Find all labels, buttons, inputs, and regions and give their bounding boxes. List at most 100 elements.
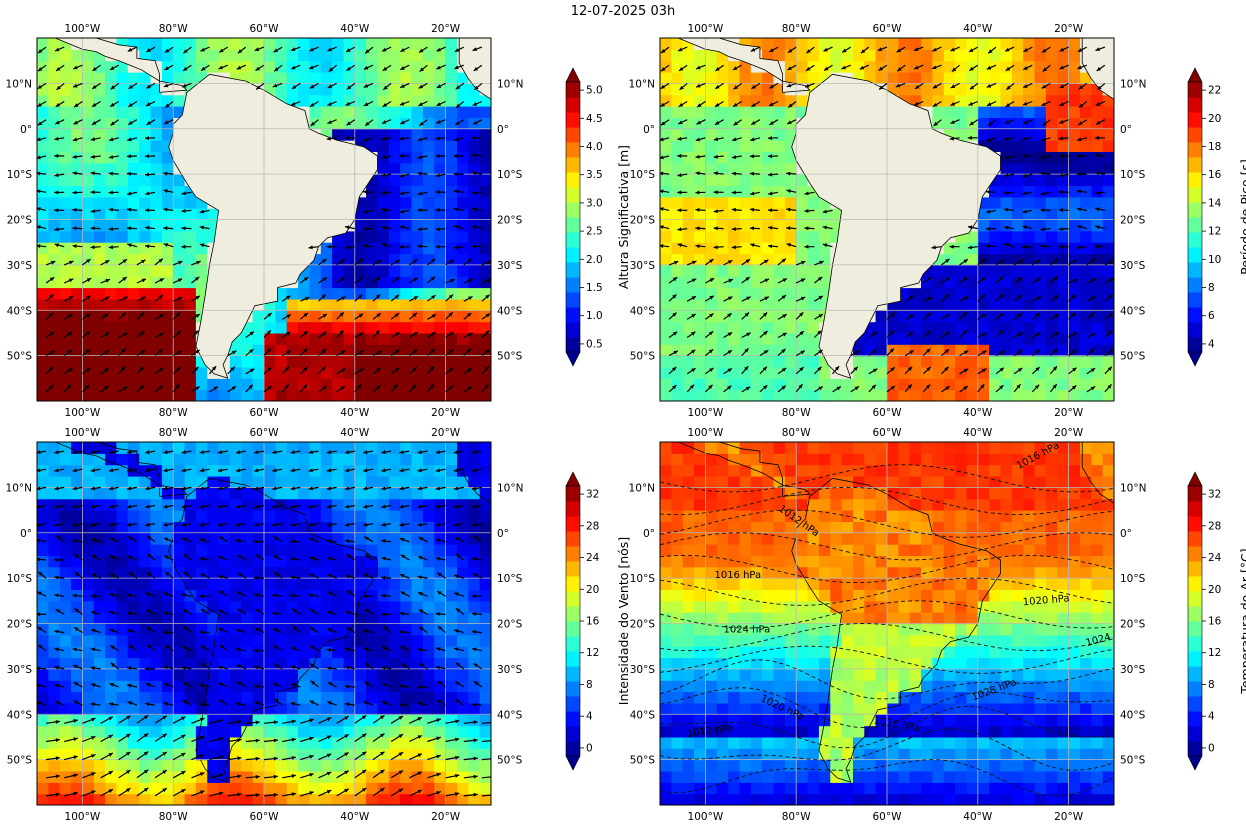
vector-arrow-head <box>273 774 278 779</box>
lat-tick-label-left: 10°S <box>630 573 656 585</box>
vector-arrow-head <box>183 571 188 576</box>
colorbar-segment <box>1188 591 1202 607</box>
vector-arrow-head <box>395 260 400 264</box>
lon-tick-label-top: 40°W <box>340 427 370 439</box>
vector-arrow-head <box>38 67 43 72</box>
vector-arrow-head <box>417 735 422 739</box>
colorbar-tick-label: 4 <box>1208 338 1215 350</box>
vector-arrow-head <box>218 773 224 778</box>
vector-arrow-head <box>895 83 901 88</box>
vector-arrow-head <box>143 769 149 774</box>
vector-arrow-head <box>326 648 331 652</box>
vector-arrow-head <box>471 135 476 140</box>
vector-arrow-head <box>411 384 417 389</box>
vector-arrow-head <box>37 171 41 176</box>
vector-arrow-head <box>143 715 149 720</box>
vector-arrow-head <box>1023 84 1028 88</box>
south-america-coast <box>168 73 378 379</box>
vector-arrow-head <box>163 592 169 597</box>
vector-arrow-head <box>163 226 168 231</box>
vector-arrow-head <box>679 67 684 71</box>
vector-arrow-head <box>284 384 289 389</box>
vector-arrow-head <box>437 699 442 704</box>
vector-arrow-head <box>345 504 350 509</box>
vector-arrow-head <box>272 522 277 527</box>
vector-arrow-head <box>108 171 113 176</box>
vector-arrow-head <box>127 468 132 473</box>
vector-arrow-head <box>1054 332 1059 336</box>
vector-arrow-head <box>345 647 350 652</box>
vector-arrow-head <box>73 700 78 705</box>
vector-arrow-head <box>181 244 186 249</box>
vector-arrow-head <box>375 330 380 335</box>
vector-arrow-head <box>363 226 367 231</box>
vector-arrow-head <box>326 468 332 473</box>
vector-arrow-head <box>999 385 1004 390</box>
vector-arrow-head <box>108 702 114 707</box>
vector-arrow-head <box>68 314 73 318</box>
vector-arrow-head <box>417 504 422 509</box>
colorbar-segment <box>566 741 580 757</box>
vector-arrow-head <box>72 207 77 212</box>
vector-arrow-head <box>1059 65 1064 70</box>
vector-arrow-head <box>194 330 199 335</box>
vector-arrow-head <box>309 700 315 705</box>
vector-arrow-head <box>382 646 387 651</box>
lat-tick-label-left: 10°N <box>6 78 32 90</box>
vector-arrow-head <box>72 468 77 473</box>
vector-arrow-head <box>326 486 332 491</box>
vector-arrow-head <box>326 244 331 249</box>
vector-arrow-head <box>305 296 310 301</box>
vector-arrow-head <box>201 663 206 667</box>
vector-arrow-head <box>273 756 278 761</box>
vector-arrow-head <box>981 258 986 263</box>
lon-tick-label-top: 20°W <box>1054 427 1084 439</box>
vector-arrow-head <box>181 450 186 455</box>
vector-arrow-head <box>455 553 461 558</box>
vector-arrow-head <box>68 368 73 373</box>
vector-arrow-head <box>327 682 333 686</box>
vector-arrow-head <box>1017 313 1022 318</box>
vector-arrow-head <box>363 65 369 70</box>
vector-arrow-head <box>66 384 72 389</box>
vector-arrow-head <box>399 504 404 509</box>
colorbar-segment <box>1188 262 1202 278</box>
vector-arrow-head <box>768 244 773 249</box>
vector-arrow-head <box>236 65 242 70</box>
vector-arrow-head <box>237 572 242 577</box>
vector-arrow-head <box>145 504 150 509</box>
vector-arrow-head <box>436 102 441 106</box>
vector-arrow-head <box>236 504 241 509</box>
vector-arrow-head <box>691 368 696 373</box>
vector-arrow-head <box>183 49 188 54</box>
vector-arrow-head <box>674 260 679 265</box>
vector-arrow-head <box>1016 384 1021 389</box>
vector-arrow-head <box>769 48 774 52</box>
vector-arrow-head <box>122 386 128 391</box>
colorbar-segment <box>566 726 580 742</box>
vector-arrow-head <box>733 121 738 126</box>
vector-arrow-head <box>484 366 489 371</box>
vector-arrow-head <box>55 774 60 779</box>
vector-arrow-head <box>200 790 205 795</box>
vector-arrow-head <box>322 277 327 282</box>
vector-arrow-head <box>823 47 828 52</box>
vector-arrow-head <box>1022 173 1027 178</box>
vector-arrow-head <box>398 734 404 738</box>
vector-arrow-head <box>267 312 272 317</box>
vector-arrow-head <box>273 792 278 797</box>
vector-arrow-head <box>399 522 404 527</box>
vector-arrow-head <box>1054 258 1059 263</box>
vector-arrow-head <box>383 85 388 90</box>
vector-arrow-head <box>365 49 370 54</box>
vector-arrow-head <box>731 227 736 231</box>
lat-tick-label-left: 20°S <box>7 619 33 631</box>
vector-arrow-head <box>162 752 167 756</box>
vector-arrow-head <box>291 65 296 70</box>
vector-arrow-head <box>468 296 473 301</box>
vector-arrow-head <box>382 682 387 687</box>
vector-arrow-head <box>37 450 41 455</box>
vector-arrow-head <box>713 209 718 214</box>
colorbar-segment <box>1188 307 1202 323</box>
